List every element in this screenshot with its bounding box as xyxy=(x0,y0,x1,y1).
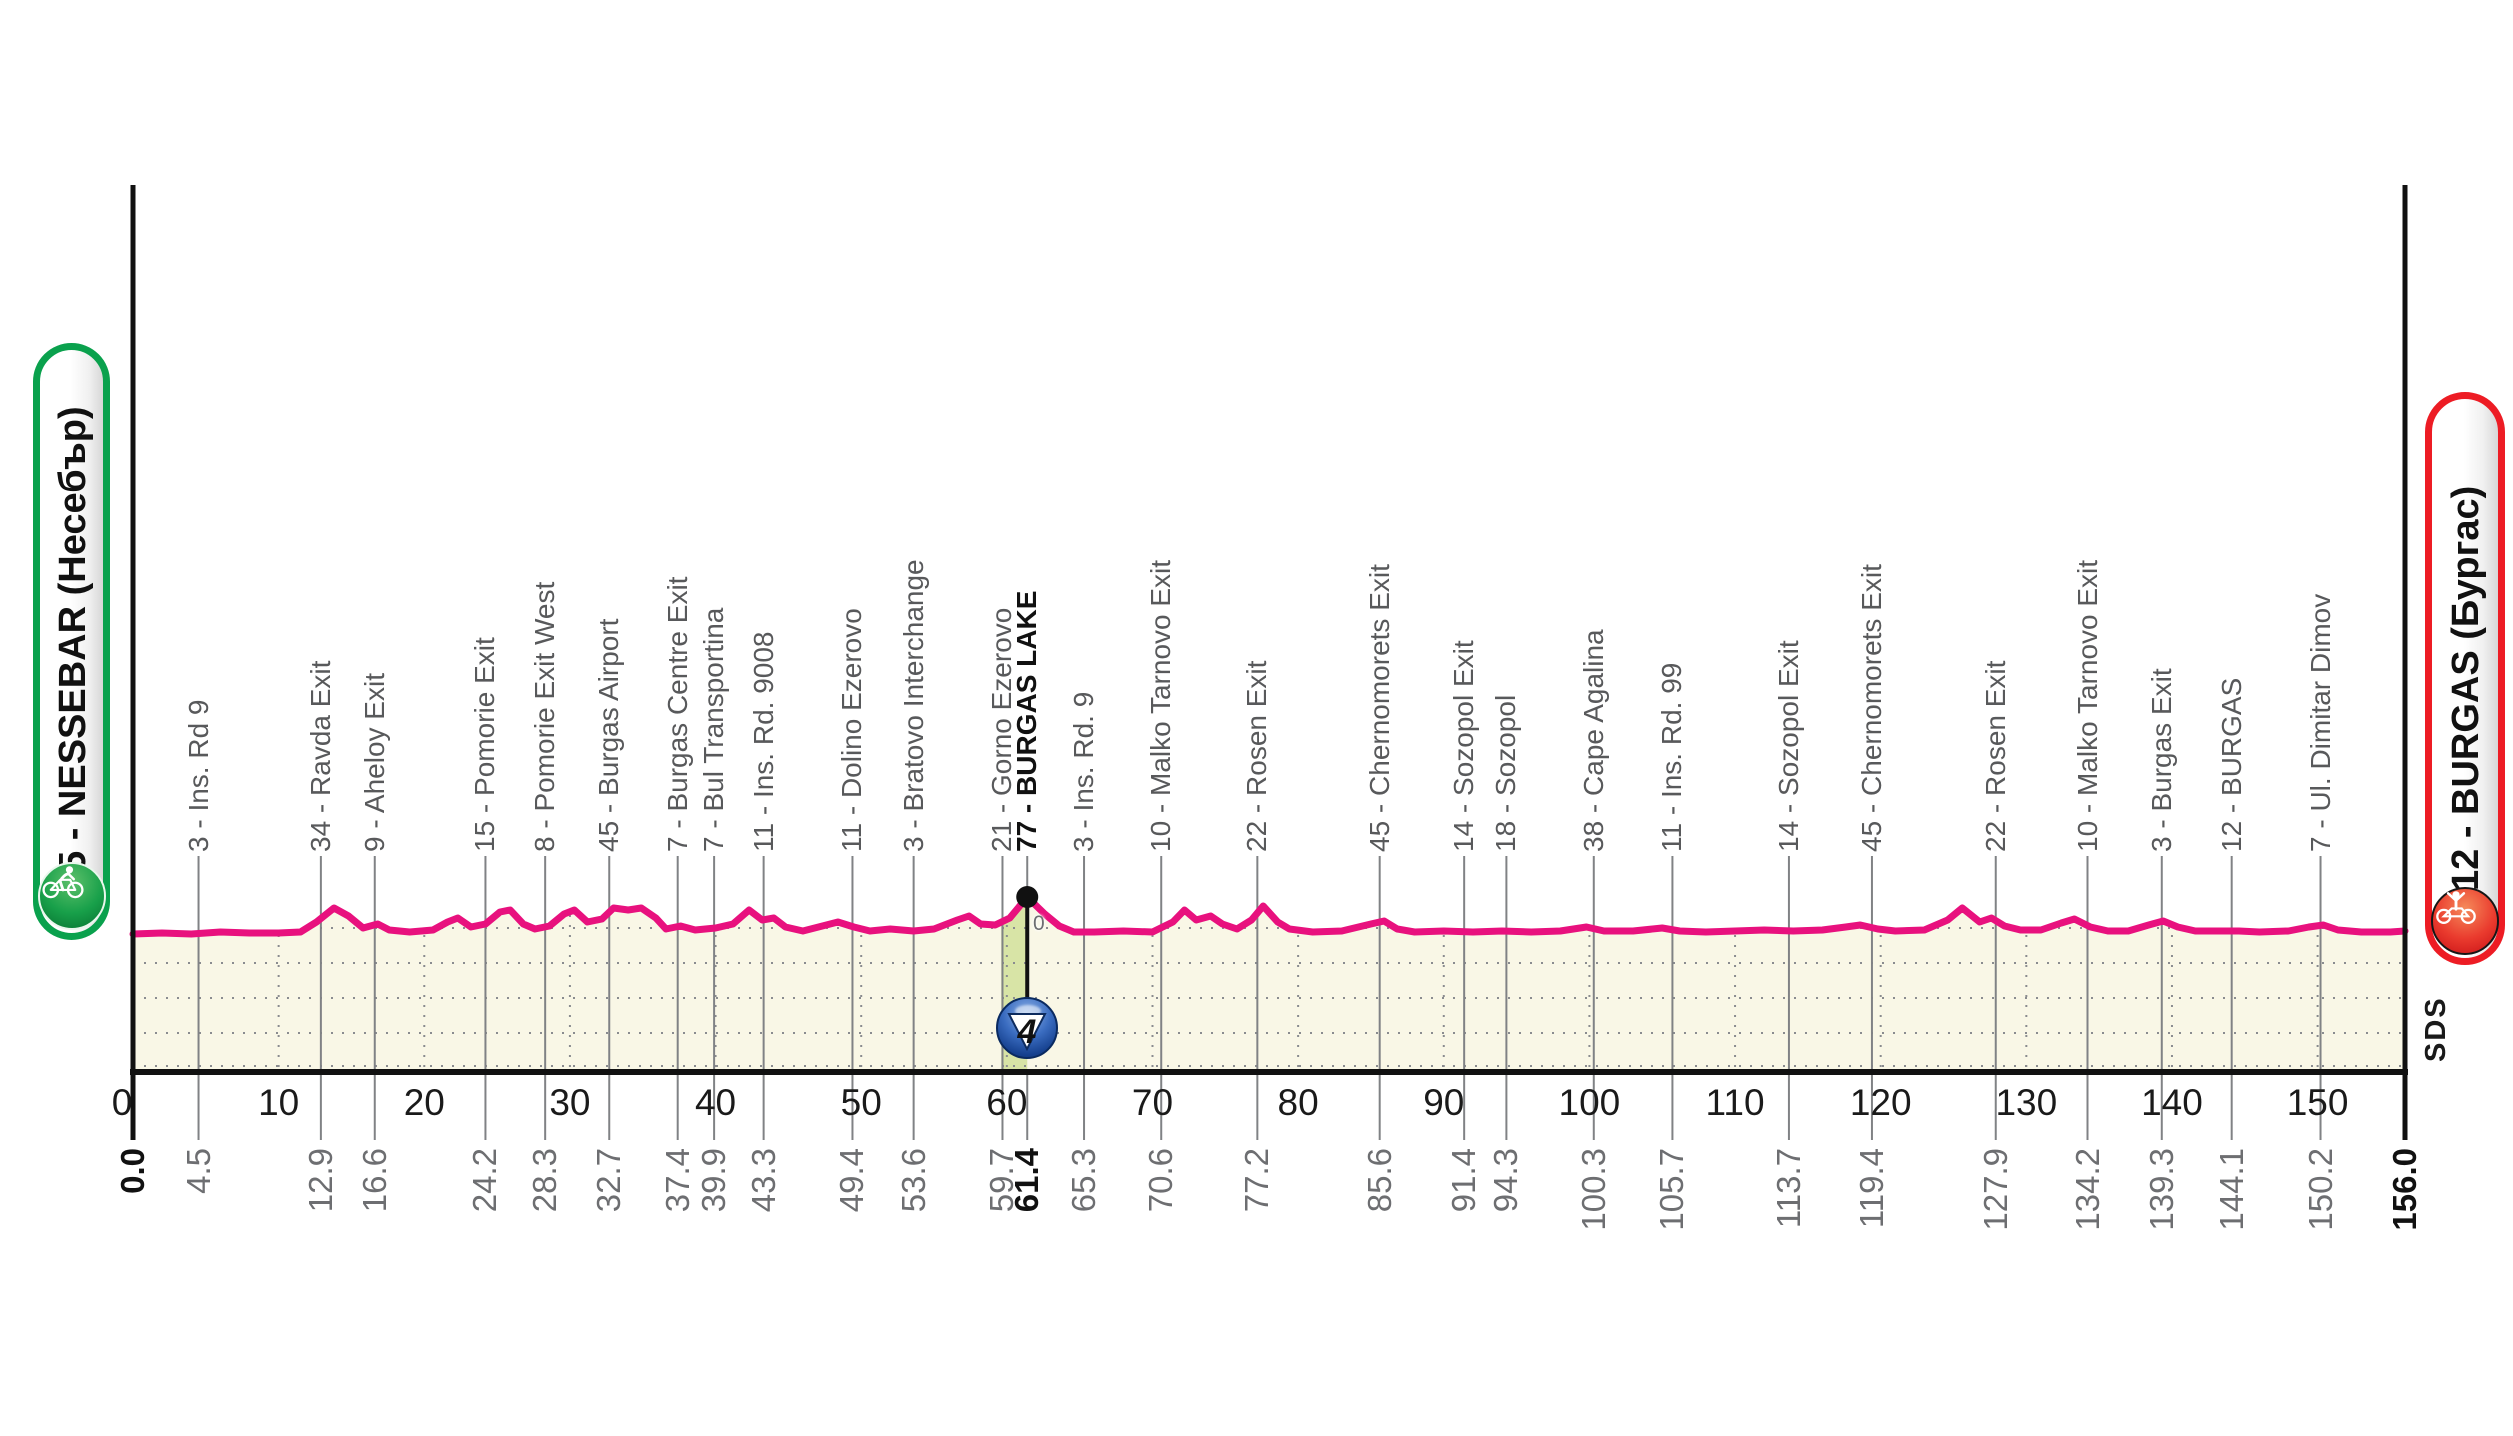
waypoint-label: 45 - Chernomorets Exit xyxy=(1855,564,1887,852)
waypoint-label: 45 - Burgas Airport xyxy=(593,618,625,852)
waypoint-label: 11 - Ins. Rd. 9008 xyxy=(747,631,779,853)
finish-circle xyxy=(2431,887,2499,955)
waypoint-label: 7 - Bul Transportina xyxy=(698,607,730,852)
km-distance-label: 91.4 xyxy=(1445,1148,1483,1213)
waypoint-label: 10 - Malko Tarnovo Exit xyxy=(1145,559,1177,852)
km-distance-label: 39.9 xyxy=(695,1148,733,1213)
axis-tick-label: 110 xyxy=(1705,1082,1765,1123)
sprint-elevation-label: 0 xyxy=(1033,912,1045,935)
km-distance-label: 127.9 xyxy=(1976,1148,2014,1231)
waypoint-label: 9 - Aheloy Exit xyxy=(358,673,390,852)
waypoint-label: 18 - Sozopol xyxy=(1490,694,1522,852)
left-axis xyxy=(130,185,136,1140)
axis-tick-label: 40 xyxy=(694,1082,737,1123)
axis-tick-label: 150 xyxy=(2286,1082,2349,1123)
axis-tick-label: 80 xyxy=(1277,1082,1319,1123)
winner-cyclist-icon xyxy=(2436,891,2476,924)
right-axis xyxy=(2402,185,2408,1140)
start-circle xyxy=(37,862,106,930)
km-distance-label: 24.2 xyxy=(466,1148,504,1213)
sprint-triangle-icon xyxy=(1007,1013,1047,1052)
km-distance-label: 12.9 xyxy=(301,1148,339,1213)
km-distance-label: 85.6 xyxy=(1360,1148,1398,1213)
waypoint-label: 12 - BURGAS xyxy=(2215,677,2247,852)
km-distance-label: 28.3 xyxy=(526,1148,564,1213)
waypoint-label: 45 - Chernomorets Exit xyxy=(1363,564,1395,852)
waypoint-label: 10 - Malko Tarnovo Exit xyxy=(2071,559,2103,852)
sprint-number: 4 xyxy=(1017,1013,1037,1051)
km-distance-label: 100.3 xyxy=(1574,1148,1612,1231)
elevation-fill xyxy=(133,897,2405,1072)
km-distance-label: 61.4 xyxy=(1008,1148,1046,1213)
km-distance-label: 113.7 xyxy=(1769,1148,1807,1229)
km-distance-label: 43.3 xyxy=(744,1148,782,1213)
km-distance-label: 16.6 xyxy=(355,1148,393,1213)
km-distance-label: 65.3 xyxy=(1065,1148,1103,1213)
waypoint-label: 8 - Pomorie Exit West xyxy=(529,581,561,852)
finish-label-text: 12 - BURGAS (Бургас) xyxy=(2445,485,2487,891)
waypoint-label: 3 - Ins. Rd. 9 xyxy=(1068,691,1100,852)
axis-tick-label: 140 xyxy=(2141,1082,2203,1123)
km-distance-label: 119.4 xyxy=(1852,1148,1890,1229)
waypoint-label: 34 - Ravda Exit xyxy=(304,660,336,852)
baseline xyxy=(130,1069,2408,1075)
km-distance-label: 70.6 xyxy=(1142,1148,1180,1213)
waypoint-label: 3 - Bratovo Interchange xyxy=(897,559,929,852)
km-distance-label: 105.7 xyxy=(1653,1148,1691,1231)
axis-tick-label: 70 xyxy=(1131,1082,1174,1123)
cyclist-icon xyxy=(41,866,84,899)
waypoint-label: 22 - Rosen Exit xyxy=(1979,660,2011,852)
axis-tick-label: 20 xyxy=(403,1082,445,1123)
axis-tick-label: 130 xyxy=(1995,1082,2058,1123)
axis-tick-label: 30 xyxy=(549,1082,591,1123)
sprint-dot xyxy=(1016,886,1039,908)
waypoint-label: 7 - Burgas Centre Exit xyxy=(661,576,693,852)
km-distance-label: 144.1 xyxy=(2212,1148,2250,1231)
sprint-marker-ball: 4 xyxy=(996,997,1058,1059)
waypoint-label: 11 - Dolino Ezerovo xyxy=(836,608,868,852)
axis-tick-label: 100 xyxy=(1558,1082,1621,1123)
waypoint-label: 11 - Ins. Rd. 99 xyxy=(1656,662,1688,852)
start-label-text: 5 - NESSEBAR (Несебър) xyxy=(52,406,94,872)
waypoint-label: 7 - Ul. Dimitar Dimov xyxy=(2304,593,2336,852)
waypoint-label: 77 - BURGAS LAKE xyxy=(1011,590,1043,852)
start-label-pill: 5 - NESSEBAR (Несебър) xyxy=(33,343,110,940)
waypoint-label: 14 - Sozopol Exit xyxy=(1448,640,1480,852)
waypoint-label: 38 - Cape Agalina xyxy=(1577,629,1609,852)
km-distance-label: 150.2 xyxy=(2301,1148,2339,1231)
km-distance-label: 77.2 xyxy=(1238,1148,1276,1213)
km-distance-label-endpoint: 156.0 xyxy=(2386,1148,2423,1231)
waypoint-label: 3 - Burgas Exit xyxy=(2145,668,2177,852)
axis-tick-label: 60 xyxy=(986,1082,1028,1123)
km-distance-label: 134.2 xyxy=(2068,1148,2106,1231)
km-distance-label: 49.4 xyxy=(833,1148,871,1213)
axis-tick-label: 50 xyxy=(840,1082,882,1123)
sds-logo: SDS xyxy=(2420,996,2452,1062)
axis-tick-label: 0 xyxy=(111,1082,133,1123)
axis-tick-label: 10 xyxy=(258,1082,300,1123)
km-distance-label: 139.3 xyxy=(2142,1148,2180,1231)
km-distance-label: 4.5 xyxy=(179,1148,217,1194)
axis-tick-label: 90 xyxy=(1423,1082,1465,1123)
axis-tick-label: 120 xyxy=(1849,1082,1912,1123)
finish-label-pill: 12 - BURGAS (Бургас) xyxy=(2425,392,2505,965)
waypoint-label: 22 - Rosen Exit xyxy=(1241,660,1273,852)
waypoint-label: 15 - Pomorie Exit xyxy=(469,637,501,852)
km-distance-label: 53.6 xyxy=(894,1148,932,1213)
profile-line xyxy=(129,893,2409,938)
waypoint-label: 3 - Ins. Rd 9 xyxy=(182,699,214,852)
km-distance-label: 37.4 xyxy=(658,1148,696,1213)
km-distance-label: 32.7 xyxy=(590,1148,628,1213)
km-distance-label-endpoint: 0.0 xyxy=(114,1148,151,1194)
km-distance-label: 94.3 xyxy=(1487,1148,1525,1213)
waypoint-label: 14 - Sozopol Exit xyxy=(1772,640,1804,852)
